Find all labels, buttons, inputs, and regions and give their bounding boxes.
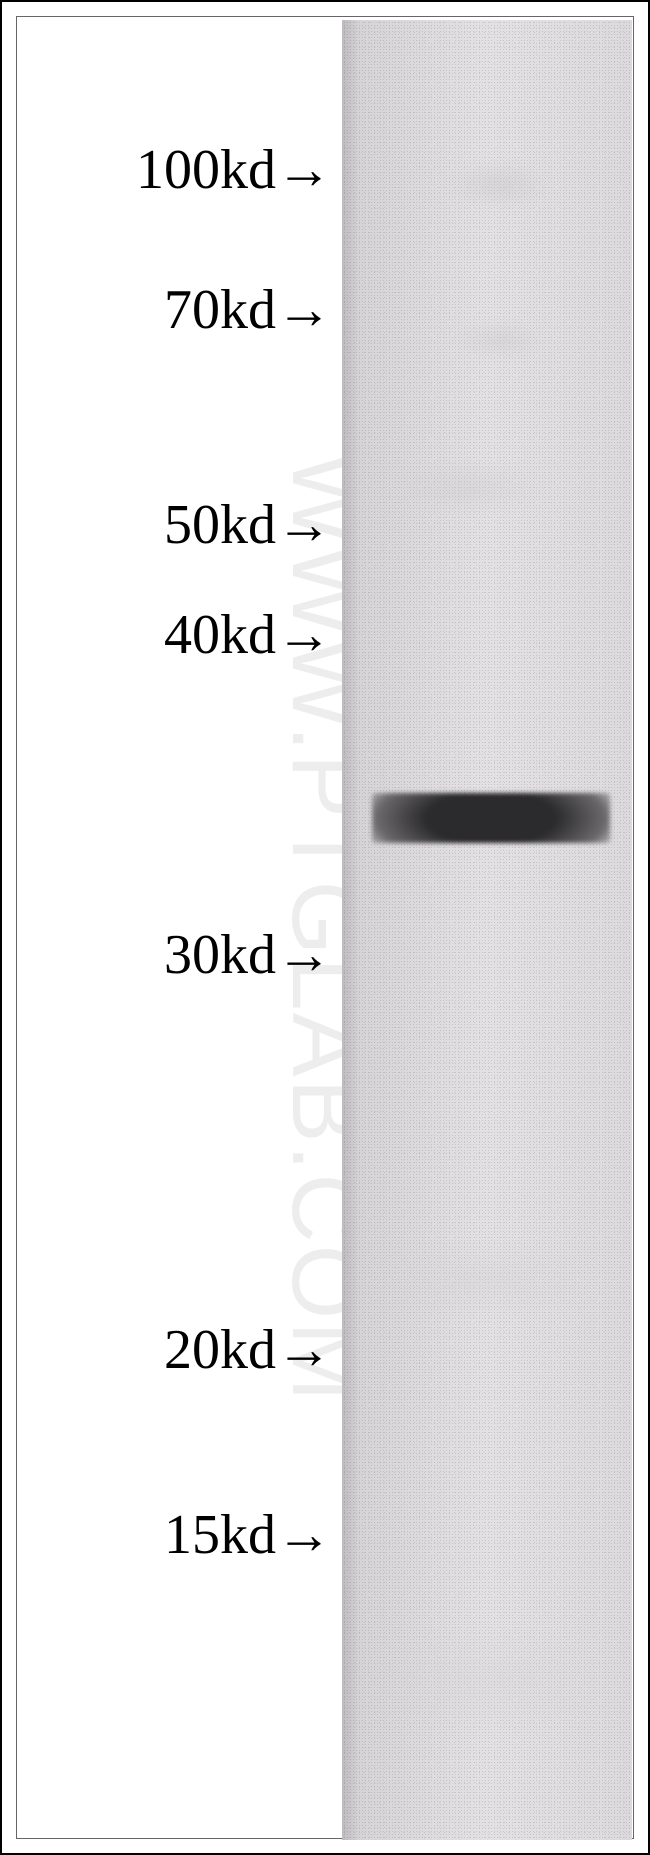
mw-label: 30kd→ [2, 923, 332, 987]
mw-label: 40kd→ [2, 603, 332, 667]
mw-label: 50kd→ [2, 493, 332, 557]
mw-label: 20kd→ [2, 1318, 332, 1382]
blot-lane [342, 20, 632, 1840]
mw-label: 100kd→ [2, 138, 332, 202]
faint-smudge [397, 460, 542, 515]
main-band [372, 793, 610, 843]
mw-label: 15kd→ [2, 1503, 332, 1567]
western-blot-figure: WWW.PTGLAB.COM 100kd→70kd→50kd→40kd→30kd… [0, 0, 650, 1855]
mw-label: 70kd→ [2, 278, 332, 342]
faint-smudge [382, 1240, 592, 1320]
molecular-weight-labels: 100kd→ 70kd→ 50kd→ 40kd→ 30kd→ 20kd→ 15kd→ [2, 2, 332, 1855]
faint-smudge [447, 160, 552, 210]
faint-smudge [452, 320, 547, 360]
faint-smudge [372, 1620, 602, 1740]
lane-noise [342, 20, 632, 1840]
